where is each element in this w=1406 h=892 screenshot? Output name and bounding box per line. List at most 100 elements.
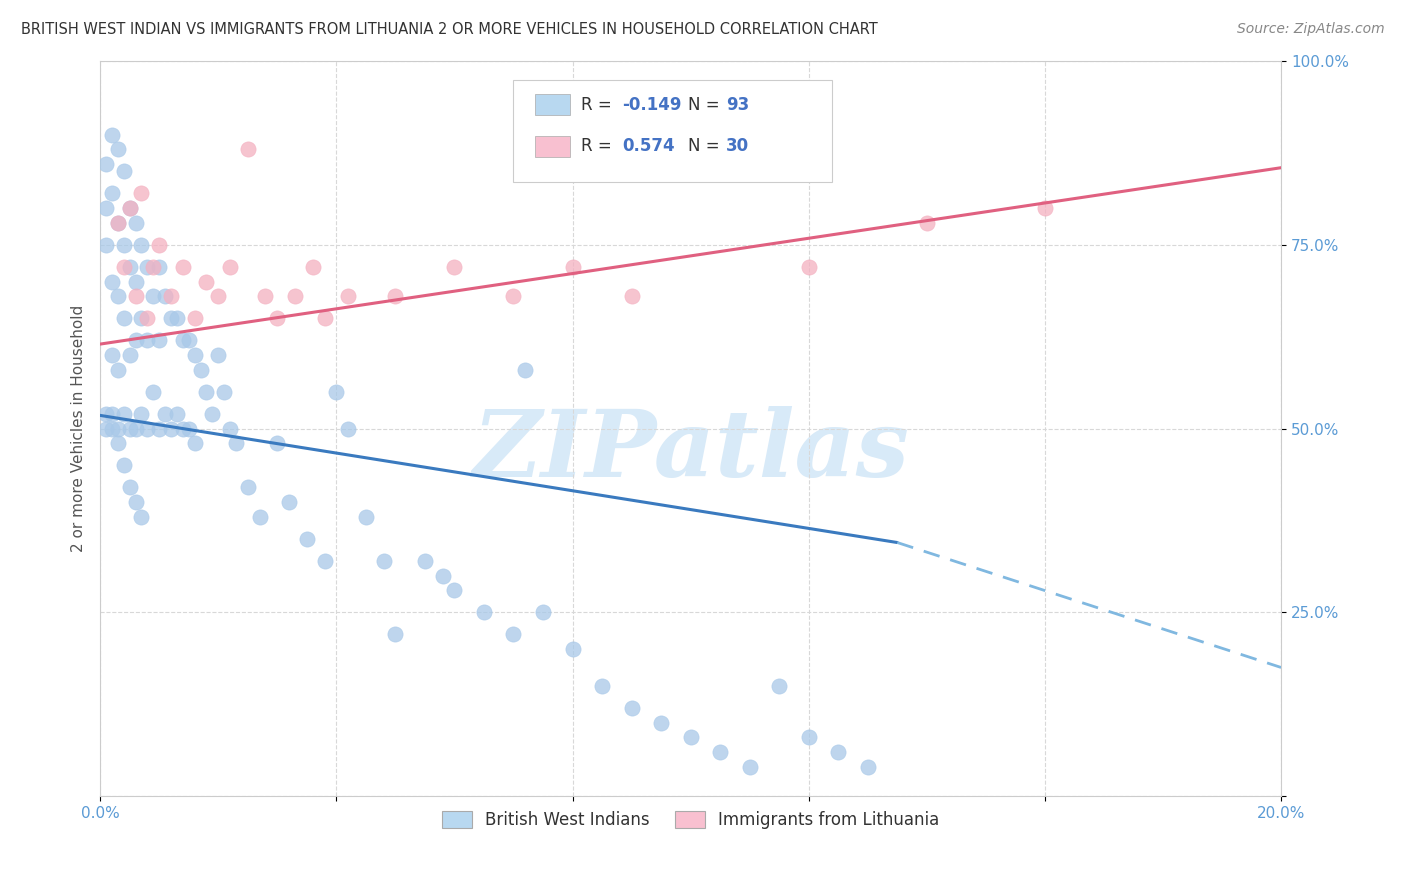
Point xyxy=(153,289,176,303)
Point xyxy=(236,142,259,156)
Text: Source: ZipAtlas.com: Source: ZipAtlas.com xyxy=(1237,22,1385,37)
Point xyxy=(177,422,200,436)
Point xyxy=(915,216,938,230)
Point xyxy=(620,289,643,303)
Legend: British West Indians, Immigrants from Lithuania: British West Indians, Immigrants from Li… xyxy=(436,804,946,836)
Point xyxy=(620,701,643,715)
Point xyxy=(124,289,146,303)
Text: BRITISH WEST INDIAN VS IMMIGRANTS FROM LITHUANIA 2 OR MORE VEHICLES IN HOUSEHOLD: BRITISH WEST INDIAN VS IMMIGRANTS FROM L… xyxy=(21,22,877,37)
Point xyxy=(160,289,183,303)
Point xyxy=(797,731,820,745)
Point xyxy=(107,436,129,450)
Point xyxy=(112,458,135,473)
Point xyxy=(101,407,124,421)
Point xyxy=(107,216,129,230)
Point xyxy=(337,422,360,436)
Point xyxy=(679,731,702,745)
Point xyxy=(384,627,406,641)
Point xyxy=(94,238,117,252)
Point xyxy=(107,363,129,377)
Point xyxy=(219,422,242,436)
Point xyxy=(561,642,583,657)
Point xyxy=(432,568,454,582)
Point xyxy=(101,186,124,201)
Point xyxy=(131,186,153,201)
Point xyxy=(142,289,165,303)
Point xyxy=(219,260,242,274)
Text: 30: 30 xyxy=(725,136,749,154)
Point xyxy=(131,311,153,326)
Point xyxy=(172,260,194,274)
Point xyxy=(118,201,141,215)
Point xyxy=(148,238,170,252)
Text: 93: 93 xyxy=(725,96,749,114)
Point xyxy=(254,289,277,303)
Point xyxy=(172,422,194,436)
Point xyxy=(118,260,141,274)
Text: N =: N = xyxy=(689,136,725,154)
Point xyxy=(148,260,170,274)
Point xyxy=(136,311,159,326)
Point xyxy=(166,407,188,421)
Text: ZIPatlas: ZIPatlas xyxy=(472,406,910,496)
Text: 0.574: 0.574 xyxy=(621,136,675,154)
Point xyxy=(183,436,205,450)
Point xyxy=(101,275,124,289)
Point xyxy=(314,554,336,568)
Point xyxy=(190,363,212,377)
Point xyxy=(94,157,117,171)
Point xyxy=(112,407,135,421)
Point xyxy=(249,509,271,524)
Point xyxy=(266,436,288,450)
Point xyxy=(112,311,135,326)
Point xyxy=(124,334,146,348)
Point xyxy=(112,164,135,178)
Point xyxy=(195,275,218,289)
Text: N =: N = xyxy=(689,96,725,114)
Point xyxy=(443,583,465,598)
Point xyxy=(136,334,159,348)
Point xyxy=(160,422,183,436)
Point xyxy=(107,142,129,156)
Point xyxy=(738,760,761,774)
Point xyxy=(797,260,820,274)
Point xyxy=(301,260,323,274)
Point xyxy=(373,554,395,568)
Point xyxy=(136,260,159,274)
Point xyxy=(515,363,537,377)
Point xyxy=(118,480,141,494)
Point xyxy=(591,128,613,142)
Point xyxy=(236,480,259,494)
Point xyxy=(384,289,406,303)
FancyBboxPatch shape xyxy=(534,136,571,157)
Point xyxy=(148,422,170,436)
Point xyxy=(118,348,141,362)
Point xyxy=(107,422,129,436)
Point xyxy=(112,260,135,274)
Point xyxy=(1033,201,1056,215)
Point xyxy=(195,384,218,399)
Point xyxy=(131,407,153,421)
Point xyxy=(278,495,301,509)
Point xyxy=(472,605,495,619)
FancyBboxPatch shape xyxy=(534,95,571,115)
Point xyxy=(768,679,790,693)
Point xyxy=(225,436,247,450)
Point xyxy=(177,334,200,348)
Point xyxy=(314,311,336,326)
Point xyxy=(827,745,849,759)
Point xyxy=(101,348,124,362)
Point xyxy=(94,422,117,436)
Point xyxy=(131,238,153,252)
Point xyxy=(284,289,307,303)
Point xyxy=(650,715,672,730)
Point xyxy=(266,311,288,326)
Point xyxy=(172,334,194,348)
Point xyxy=(94,407,117,421)
Point xyxy=(561,260,583,274)
Point xyxy=(124,275,146,289)
Point xyxy=(112,238,135,252)
Point xyxy=(502,289,524,303)
Point xyxy=(101,422,124,436)
FancyBboxPatch shape xyxy=(513,79,832,182)
